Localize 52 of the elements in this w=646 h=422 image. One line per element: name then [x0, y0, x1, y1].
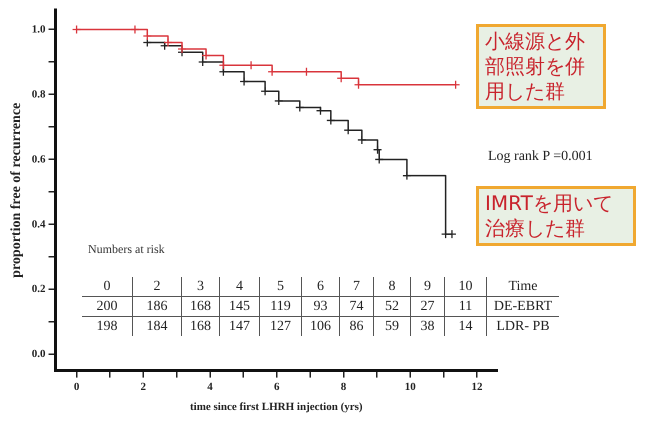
y-tick-label: 0.4 [32, 218, 46, 230]
annotation: 8 [374, 277, 410, 296]
y-tick-label: 0.6 [32, 153, 46, 166]
x-tick-label: 12 [471, 381, 483, 394]
annotation: 168 [182, 296, 220, 316]
annotation: DE-EBRT [486, 296, 559, 316]
annotation: 27 [410, 296, 444, 316]
annotation: 3 [182, 277, 220, 296]
annotation: 38 [410, 316, 444, 336]
annotation: 4 [220, 277, 260, 296]
annotation: 86 [340, 316, 374, 336]
y-tick-label: 0.0 [32, 348, 46, 360]
annotation: 0 [102, 278, 112, 296]
annotation: 200 [82, 296, 132, 316]
annotation: 74 [340, 296, 374, 316]
annotation: 184 [132, 316, 182, 336]
x-tick-label: 8 [340, 381, 347, 394]
annotation: 119 [260, 296, 302, 316]
annotation: 14 [444, 316, 486, 336]
x-tick-label: 6 [274, 381, 280, 394]
annotation: 5 [260, 277, 302, 296]
x-tick-label: 10 [404, 381, 416, 394]
annotation: 9 [410, 277, 444, 296]
annotation: 106 [302, 316, 340, 336]
annotation: 11 [444, 296, 486, 316]
y-tick-label: 1.0 [32, 23, 46, 36]
annotation: 10 [444, 277, 486, 296]
annotation: 147 [220, 316, 260, 336]
x-tick-label: 4 [207, 381, 214, 394]
annotation: Numbers at risk [88, 242, 165, 256]
x-tick-label: 0 [74, 381, 80, 394]
text: Time [486, 277, 559, 296]
x-tick-label: 2 [140, 381, 147, 394]
annotation: 52 [374, 296, 410, 316]
series-label: IMRTを用いて治療した群 [476, 186, 636, 246]
y-tick-label: 0.8 [32, 88, 46, 100]
annotation: 2 [132, 277, 182, 296]
annotation: 145 [220, 296, 260, 316]
annotation: 6 [302, 277, 340, 296]
x-axis-title: time since first LHRH injection (yrs) [190, 401, 363, 414]
y-tick-label: 0.2 [32, 283, 46, 296]
annotation: 198 [82, 316, 132, 336]
annotation: 93 [302, 296, 340, 316]
annotation: Log rank P =0.001 [488, 149, 593, 165]
annotation: 168 [182, 316, 220, 336]
series-label: 小線源と外部照射を併用した群 [476, 24, 606, 109]
annotation: 127 [260, 316, 302, 336]
annotation: LDR- PB [486, 316, 559, 336]
y-axis-title: proportion free of recurrence [9, 102, 24, 278]
annotation: 7 [340, 277, 374, 296]
annotation: 186 [132, 296, 182, 316]
annotation: 59 [374, 316, 410, 336]
